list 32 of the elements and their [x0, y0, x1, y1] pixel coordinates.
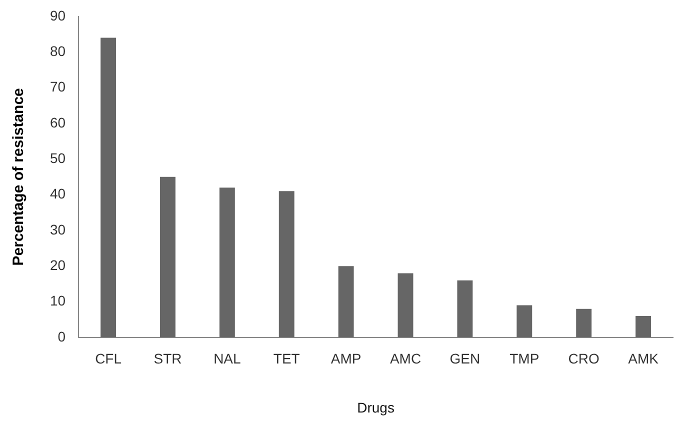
bar [278, 191, 294, 338]
bar [516, 305, 532, 338]
y-tick-label: 40 [50, 186, 66, 202]
bar [398, 273, 414, 338]
x-axis-title: Drugs [357, 399, 394, 416]
x-tick-label: AMP [330, 350, 362, 367]
bar [100, 38, 116, 338]
x-tick-label: CFL [95, 350, 122, 367]
bar [636, 316, 652, 338]
bar [338, 266, 354, 338]
y-tick-label: 50 [50, 150, 66, 166]
bar [219, 188, 235, 338]
x-tick-label: AMC [390, 350, 422, 367]
x-tick-label: TET [273, 350, 300, 367]
y-axis-title: Percentage of resistance [10, 88, 28, 266]
bar [457, 280, 473, 338]
x-tick-label: NAL [214, 350, 242, 367]
x-tick-label: CRO [568, 350, 600, 367]
y-tick-label: 90 [50, 7, 66, 24]
y-tick-label: 20 [50, 256, 66, 273]
bar [160, 176, 176, 338]
bar [576, 308, 592, 338]
x-tick-label: GEN [450, 350, 480, 367]
y-tick-label: 10 [50, 292, 66, 309]
x-tick-label: AMK [628, 350, 660, 367]
y-tick-label: 80 [50, 42, 66, 59]
x-tick-label: TMP [510, 350, 540, 367]
y-tick-label: 30 [50, 221, 66, 238]
y-tick-label: 60 [50, 114, 66, 130]
y-tick-label: 0 [58, 328, 66, 344]
y-tick-label: 70 [50, 78, 66, 95]
x-tick-label: STR [154, 350, 182, 367]
